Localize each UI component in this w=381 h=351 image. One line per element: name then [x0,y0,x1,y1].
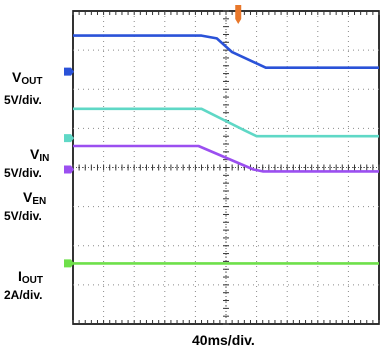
channel-marker-3 [64,259,74,268]
traces [73,34,379,265]
center-axis-ticks [72,10,380,325]
iout-label: IOUT [18,268,43,286]
vin-scale: 5V/div. [4,166,42,180]
vout-label: VOUT [12,69,43,87]
trace-out-0 [73,34,379,69]
channel-marker-0 [64,67,74,76]
ven-scale: 5V/div. [4,209,42,223]
channel-marker-2 [64,165,74,174]
time-scale-label: 40ms/div. [192,332,255,348]
ven-label: VEN [23,189,47,207]
channel-marker-1 [64,134,74,143]
vin-label: VIN [30,146,50,164]
trace-en-2 [73,144,379,173]
channel-markers [64,67,74,268]
vout-scale: 5V/div. [4,93,42,107]
iout-scale: 2A/div. [4,288,43,302]
trigger-marker [235,5,242,24]
trace-in-1 [73,107,379,138]
